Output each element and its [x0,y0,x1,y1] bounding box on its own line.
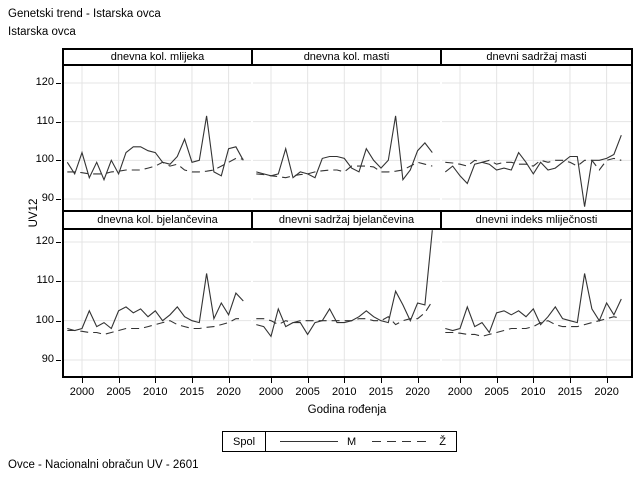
legend-divider [265,432,267,451]
x-tick-label: 2015 [179,386,205,398]
legend-title: Spol [233,435,256,448]
y-tick-mark [56,359,61,361]
y-tick-label: 110 [36,114,54,127]
x-tick-mark [533,378,535,383]
series-line-M [256,230,433,338]
y-tick-mark [56,160,61,162]
x-tick-label: 2020 [216,386,241,398]
series-line-Ž [256,161,433,179]
series-line-M [256,115,433,182]
y-tick-mark [56,281,61,283]
series-line-Ž [67,157,244,175]
panel-title-bjelancevina: dnevna kol. bjelančevina [64,210,253,230]
x-tick-mark [271,378,272,383]
x-tick-mark [118,378,120,383]
x-tick-label: 2010 [521,386,546,398]
series-line-Ž [67,318,244,335]
x-tick-label: 2020 [405,386,430,398]
x-tick-mark [417,378,419,383]
series-line-Ž [256,300,433,326]
x-tick-mark [460,378,461,383]
x-tick-mark [82,378,83,383]
footnote: Ovce - Nacionalni obračun UV - 2601 [8,459,199,471]
x-tick-label: 2020 [594,386,619,398]
x-tick-label: 2010 [143,386,168,398]
legend-entry-m: M [280,436,356,448]
x-tick-label: 2000 [258,386,284,398]
series-line-Ž [445,157,622,171]
series-line-M [445,273,622,334]
y-tick-label: 120 [35,76,54,88]
y-tick-mark [56,121,61,123]
panel-plot-3 [64,230,255,376]
x-tick-mark [496,378,498,383]
panel-lattice: dnevna kol. mlijeka dnevna kol. masti dn… [62,48,633,378]
panel-title-sadrzaj-bjelancevina: dnevni sadržaj bjelančevina [253,210,442,230]
y-tick-label: 110 [36,274,54,287]
solid-line-sample [280,441,339,442]
x-tick-mark [191,378,193,383]
x-tick-mark [380,378,382,383]
x-tick-mark [344,378,346,383]
legend: Spol M Ž [222,431,457,452]
series-line-Ž [445,316,622,337]
y-tick-label: 100 [35,153,54,166]
x-tick-mark [228,378,230,383]
x-tick-label: 2000 [447,386,473,398]
y-tick-mark [56,83,61,84]
y-tick-mark [56,199,61,200]
x-tick-mark [307,378,309,383]
panel-title-indeks-mlijecnosti: dnevni indeks mliječnosti [442,210,631,230]
legend-label-z: Ž [439,435,446,448]
x-tick-mark [569,378,571,383]
y-tick-mark [56,242,61,243]
y-tick-label: 90 [41,192,54,204]
panel-plot-4 [253,230,444,376]
chart-subtitle: Istarska ovca [8,26,76,38]
x-tick-label: 2010 [332,386,357,398]
dashed-line-sample [372,441,431,442]
x-tick-label: 2000 [69,386,95,398]
x-tick-mark [606,378,608,383]
panel-title-sadrzaj-masti: dnevni sadržaj masti [442,50,631,66]
panel-title-mlijeka: dnevna kol. mlijeka [64,50,253,66]
series-line-M [66,115,244,182]
x-tick-label: 2015 [368,386,394,398]
legend-label-m: M [347,435,357,448]
x-tick-label: 2005 [295,386,320,398]
series-line-M [67,273,244,332]
legend-entry-z: Ž [372,436,446,448]
panel-title-masti: dnevna kol. masti [253,50,442,66]
y-tick-label: 120 [35,235,54,247]
x-tick-label: 2005 [106,386,131,398]
panel-plot-0 [64,66,255,210]
chart-title: Genetski trend - Istarska ovca [8,8,161,20]
x-tick-mark [155,378,157,383]
y-tick-mark [56,320,61,322]
panel-plot-5 [442,230,631,376]
x-tick-label: 2015 [557,386,583,398]
x-tick-label: 2005 [484,386,509,398]
x-axis-title: Godina rođenja [307,404,387,416]
y-tick-label: 90 [41,352,54,365]
panel-plot-1 [253,66,444,210]
y-tick-label: 100 [35,313,54,326]
panel-plot-2 [442,66,631,210]
